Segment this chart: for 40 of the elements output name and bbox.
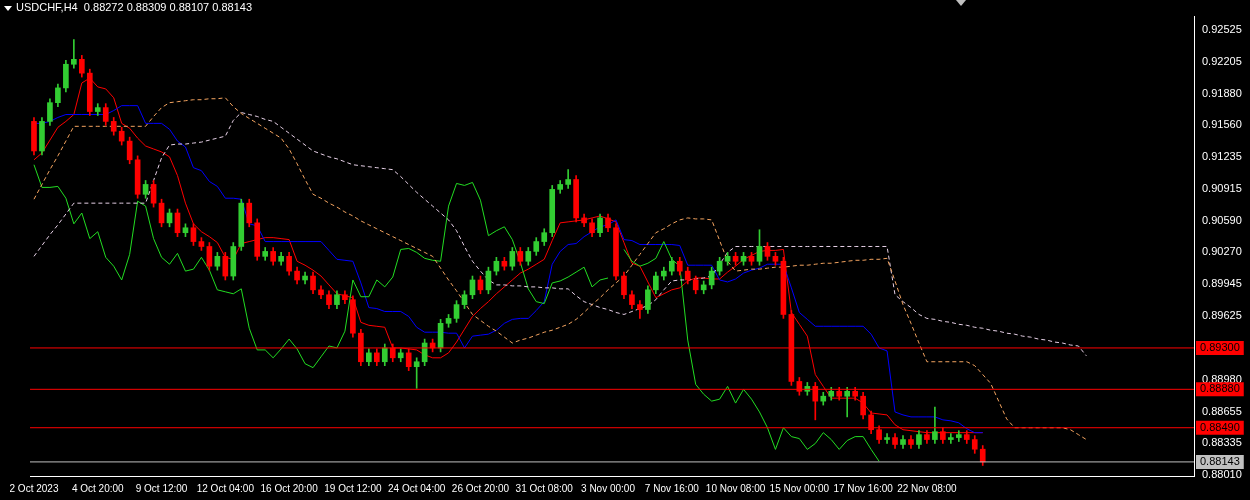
x-tick-label: 9 Oct 12:00: [135, 482, 188, 494]
chart-title: USDCHF,H4 0.88272 0.88309 0.88107 0.88143: [16, 1, 253, 14]
y-tick-label: 0.90590: [1202, 213, 1242, 226]
y-tick-label: 0.90270: [1202, 245, 1242, 258]
y-tick-label: 0.91880: [1202, 86, 1242, 99]
line-series: [33, 112, 1087, 357]
x-tick-label: 26 Oct 20:00: [451, 482, 510, 494]
x-tick-label: 12 Oct 04:00: [196, 482, 255, 494]
x-tick-label: 2 Oct 2023: [9, 482, 59, 494]
y-tick-label: 0.89945: [1202, 277, 1242, 290]
ref-line-label: 0.88143: [1200, 454, 1240, 467]
candlestick: [413, 357, 420, 389]
ref-line-label: 0.88880: [1200, 382, 1240, 395]
y-tick-label: 0.90915: [1202, 181, 1242, 194]
x-tick-label: 10 Nov 08:00: [705, 482, 766, 494]
x-tick-label: 15 Nov 00:00: [769, 482, 830, 494]
ref-line-label: 0.89300: [1200, 340, 1240, 353]
y-tick-label: 0.88980: [1202, 372, 1242, 385]
y-tick-label: 0.88335: [1202, 436, 1242, 449]
x-tick-label: 3 Nov 00:00: [581, 482, 636, 494]
x-tick-label: 17 Nov 16:00: [833, 482, 894, 494]
y-tick-label: 0.91560: [1202, 118, 1242, 131]
ref-line-label: 0.88490: [1200, 420, 1240, 433]
candlestick: [884, 433, 890, 444]
candlestick: [948, 433, 954, 444]
y-tick-label: 0.88010: [1202, 468, 1242, 481]
x-tick-label: 7 Nov 16:00: [644, 482, 700, 494]
candlestick: [844, 387, 851, 418]
x-tick-label: 31 Oct 08:00: [515, 482, 574, 494]
y-tick-label: 0.89625: [1202, 308, 1242, 321]
x-tick-label: 22 Nov 08:00: [897, 482, 958, 494]
x-tick-label: 4 Oct 20:00: [71, 482, 125, 494]
x-tick-label: 16 Oct 20:00: [260, 482, 319, 494]
y-tick-label: 0.88655: [1202, 404, 1242, 417]
y-tick-label: 0.92525: [1202, 23, 1242, 36]
y-tick-label: 0.92205: [1202, 54, 1242, 67]
x-tick-label: 19 Oct 12:00: [324, 482, 382, 494]
y-tick-label: 0.91235: [1202, 150, 1242, 163]
candlestick: [71, 39, 77, 69]
x-tick-label: 24 Oct 04:00: [388, 482, 446, 494]
